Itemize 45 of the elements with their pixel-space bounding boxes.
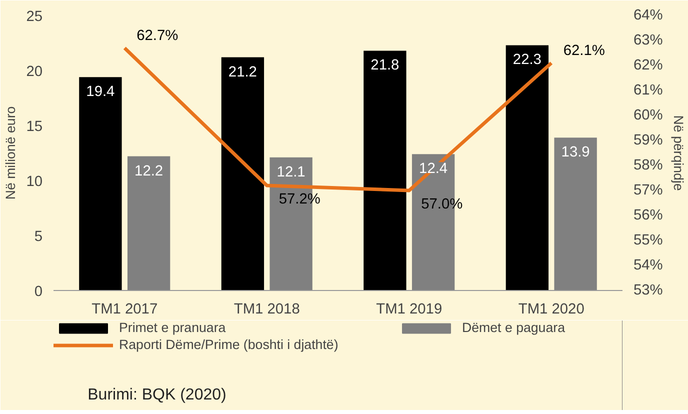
y2-tick-label: 60% [634,108,663,124]
y2-tick-label: 57% [634,182,663,198]
data-label: 12.4 [419,161,448,178]
legend-label: Dëmet e paguara [462,320,566,335]
text: Burimi: BQK (2020) [88,386,226,404]
line-series [122,46,554,192]
legend-label: Primet e pranuara [119,320,227,335]
data-label: 21.2 [228,64,257,80]
bar [506,45,549,290]
y-axis-title: Në milionë euro [3,106,18,200]
y-tick-label: 15 [26,119,43,135]
x-tick-label: TM1 2017 [92,302,158,318]
bar [127,156,170,290]
data-label: 62.7% [136,28,178,44]
bar [364,50,406,290]
bar [79,77,122,290]
y2-tick-label: 64% [634,8,663,24]
data-label: 12.2 [134,163,164,180]
y2-tick-label: 56% [634,208,663,224]
data-label: 12.1 [276,164,306,180]
y-tick-label: 20 [26,64,43,80]
y2-tick-label: 61% [634,82,663,98]
y2-tick-label: 54% [634,258,663,274]
y-tick-label: 5 [34,229,43,245]
bar [554,138,597,290]
x-tick-label: TM1 2020 [518,302,584,318]
data-label: 22.3 [512,52,542,68]
data-label: 19.4 [86,84,115,100]
x-tick-label: TM1 2019 [376,302,442,318]
legend-label: Raporti Dëme/Prime (boshti i djathtë) [119,337,340,352]
y2-tick-label: 63% [634,32,663,48]
y2-tick-label: 55% [634,232,663,248]
y2-tick-label: 58% [634,158,663,174]
bar [221,57,264,290]
data-label: 13.9 [561,144,590,161]
y2-axis-title: Në përqindje [670,115,686,191]
y2-tick-label: 62% [634,58,663,74]
data-label: 21.8 [370,58,400,74]
y-tick-label: 10 [26,174,43,190]
y-tick-label: 25 [26,9,43,25]
y2-tick-label: 53% [634,282,663,298]
x-tick-label: TM1 2018 [234,302,300,318]
y-tick-label: 0 [34,284,43,300]
y2-tick-label: 59% [634,132,663,148]
data-label: 62.1% [563,43,605,59]
